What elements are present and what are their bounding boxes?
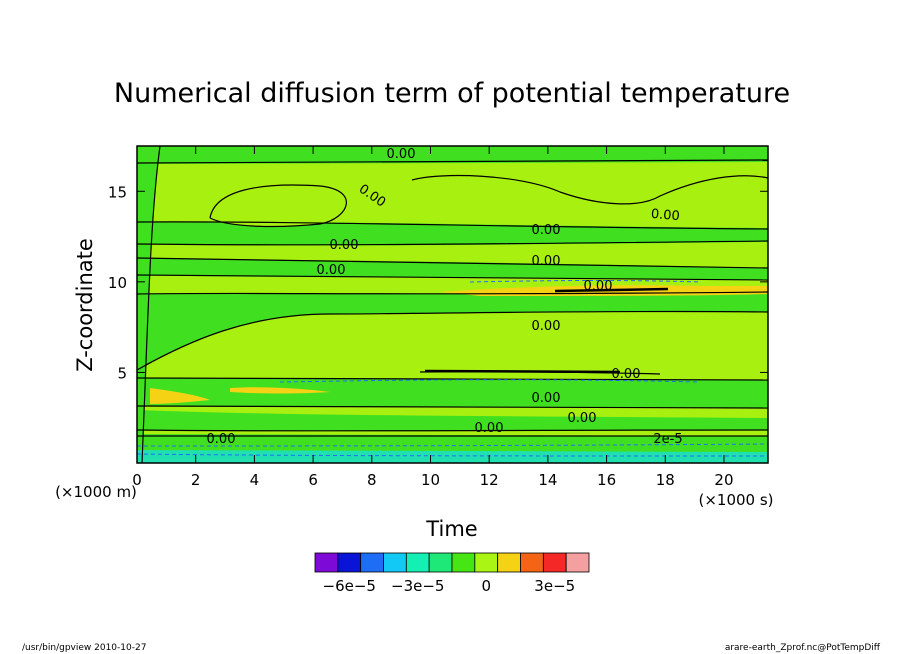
- x-axis-ticks: 0 2 4 6 8 10 12 14 16 18 20: [132, 146, 734, 489]
- colorbar-swatch: [405, 552, 430, 573]
- colorbar-swatch: [497, 552, 521, 573]
- x-tick-label: 20: [714, 471, 733, 489]
- contour-line-negative: [136, 443, 769, 447]
- y-tick-label: 10: [108, 274, 127, 292]
- x-tick-label: 18: [656, 471, 675, 489]
- contour-line-negative: [469, 280, 701, 283]
- x-tick-label: 2: [191, 471, 201, 489]
- y-axis-label: Z-coordinate: [73, 238, 97, 372]
- colorbar-swatch: [360, 552, 384, 573]
- colorbar-swatch: [520, 552, 544, 573]
- contour-label: 0.00: [387, 147, 416, 162]
- footer-right: arare-earth_Zprof.nc@PotTempDiff: [724, 643, 880, 653]
- x-tick-label: 0: [132, 471, 142, 489]
- contour-label: 2e-5: [653, 432, 682, 447]
- contour-band-cyan: [137, 450, 768, 463]
- x-tick-label: 16: [597, 471, 616, 489]
- contour-label: 0.00: [317, 263, 346, 278]
- contour-band-green: [137, 258, 768, 280]
- chart-title: Numerical diffusion term of potential te…: [114, 78, 790, 109]
- contour-line: [136, 257, 769, 269]
- plot-frame: [136, 145, 769, 464]
- contour-label: 0.00: [207, 432, 236, 447]
- y-tick-label: 15: [108, 183, 127, 201]
- colorbar-tick-label: 0: [481, 577, 491, 595]
- contour-line: [136, 274, 769, 281]
- x-tick-label: 12: [480, 471, 499, 489]
- contour-island-lime: [210, 185, 347, 227]
- contour-line: [209, 184, 347, 228]
- x-tick-label: 8: [367, 471, 377, 489]
- contour-area-yellow: [150, 388, 210, 404]
- colorbar-swatch: [565, 552, 590, 573]
- contour-band-green: [137, 410, 768, 431]
- x-axis-unit: (×1000 s): [698, 491, 773, 509]
- contour-label: 0.00: [568, 411, 597, 426]
- contour-line: [424, 369, 621, 374]
- contour-line: [136, 429, 769, 432]
- contour-line: [136, 291, 769, 295]
- contour-line: [136, 221, 769, 230]
- contour-line: [136, 377, 769, 381]
- plot-area: 0.00 0.00 0.00 0.00 0.00 0.00 0.00 0.00 0.00 0.00…: [108, 145, 769, 489]
- contour-band-green: [137, 146, 768, 164]
- colorbar-swatch: [428, 552, 453, 573]
- contour-area-yellow: [230, 387, 330, 394]
- contour-line: [141, 145, 161, 464]
- contour-label: 0.00: [330, 238, 359, 253]
- contour-line: [136, 240, 769, 246]
- contour-label: 0.00: [532, 319, 561, 334]
- x-tick-label: 6: [308, 471, 318, 489]
- colorbar-tick-label: 3e−5: [534, 577, 575, 595]
- colorbar-tick-label: −3e−5: [391, 577, 444, 595]
- colorbar-swatch: [337, 552, 362, 573]
- contour-band-green: [137, 146, 160, 463]
- contour-fill: [137, 146, 768, 463]
- colorbar-swatch: [474, 552, 499, 573]
- contour-label: 0.00: [532, 223, 561, 238]
- contour-label: 0.00: [475, 421, 504, 436]
- contour-line: [136, 405, 769, 409]
- contour-line: [136, 159, 769, 164]
- colorbar-tick-label: −6e−5: [323, 577, 376, 595]
- contour-line: [136, 310, 769, 371]
- x-tick-label: 4: [250, 471, 260, 489]
- colorbar-swatch: [542, 552, 567, 573]
- contour-band-green: [137, 378, 768, 408]
- contour-island-lime: [150, 249, 300, 258]
- contour-line: [411, 174, 769, 205]
- x-tick-label: 10: [421, 471, 440, 489]
- colorbar-swatch: [451, 552, 476, 573]
- y-axis-unit: (×1000 m): [55, 483, 137, 501]
- x-tick-label: 14: [538, 471, 557, 489]
- colorbar-swatch: [383, 552, 407, 573]
- contour-line-negative: [136, 453, 769, 457]
- colorbar: −6e−5 −3e−5 0 3e−5: [314, 552, 590, 595]
- contour-label: 0.00: [532, 254, 561, 269]
- footer-left: /usr/bin/gpview 2010-10-27: [22, 643, 147, 653]
- contour-line: [554, 287, 669, 293]
- contour-labels: 0.00 0.00 0.00 0.00 0.00 0.00 0.00 0.00 0.00 0.00…: [207, 147, 683, 447]
- y-tick-label: 5: [117, 364, 127, 382]
- contour-label: 0.00: [584, 279, 613, 294]
- contour-label: 0.00: [612, 367, 641, 382]
- contour-label: 0.00: [532, 391, 561, 406]
- contour-line-negative: [279, 379, 701, 383]
- x-axis-label: Time: [425, 517, 477, 541]
- contour-label: 0.00: [650, 207, 680, 224]
- contour-island-lime: [408, 175, 768, 222]
- y-axis-ticks: 5 10 15: [108, 183, 768, 382]
- colorbar-swatch: [314, 552, 339, 573]
